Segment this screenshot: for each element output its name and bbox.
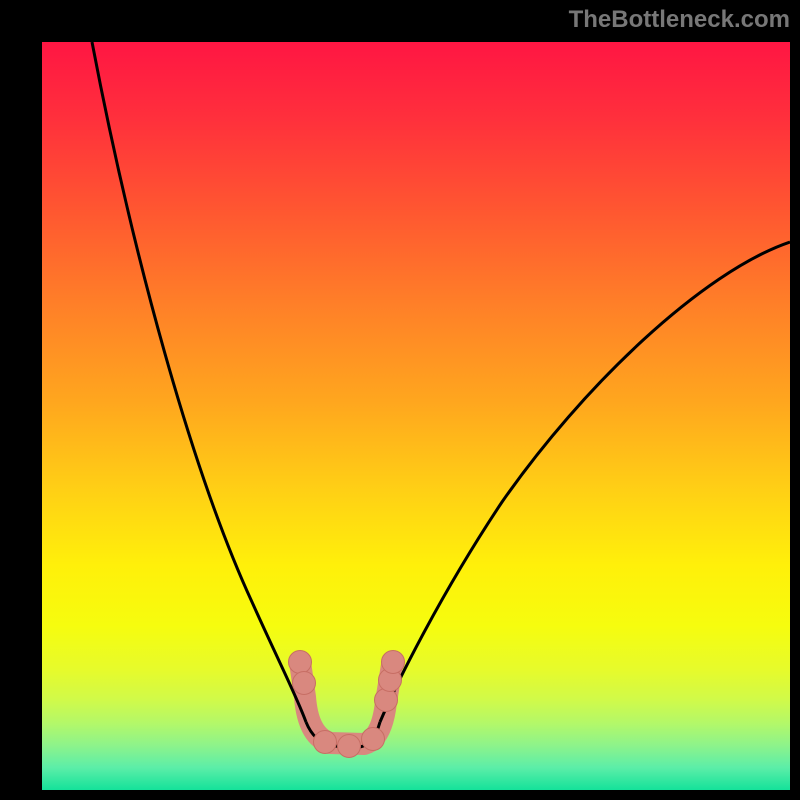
plot-area — [42, 42, 790, 790]
chart-container: TheBottleneck.com — [0, 0, 800, 800]
curve-right — [380, 242, 790, 722]
curve-layer — [42, 42, 790, 790]
watermark-text: TheBottleneck.com — [569, 6, 790, 34]
bottom-blob-stroke — [300, 662, 392, 744]
curve-left — [92, 42, 306, 722]
